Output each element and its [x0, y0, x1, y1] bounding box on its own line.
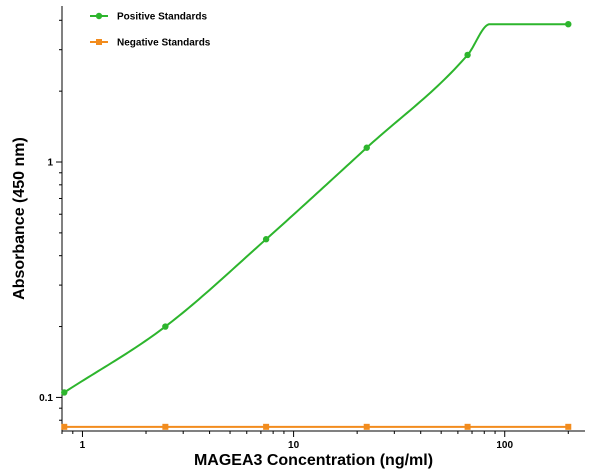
- legend-item-positive: Positive Standards: [90, 12, 207, 23]
- data-point: [262, 236, 270, 243]
- data-point: [162, 423, 169, 430]
- series-line: [62, 23, 569, 395]
- axes: 0.11 1 10 100: [39, 6, 585, 451]
- legend-label-negative: Negative Standards: [117, 38, 211, 49]
- data-point: [464, 51, 471, 59]
- y-axis-title: Absorbance (450 nm): [11, 137, 28, 300]
- legend: Positive Standards Negative Standards: [90, 12, 211, 49]
- y-tick-label: 1: [47, 158, 53, 169]
- series-layer: [61, 20, 572, 430]
- y-minor-ticks: [59, 19, 62, 421]
- y-tick-label: 0.1: [39, 393, 53, 404]
- x-tick-label: 10: [288, 440, 300, 451]
- data-point: [61, 423, 68, 430]
- x-ticks: 1 10 100: [80, 431, 514, 451]
- x-minor-ticks: [61, 431, 569, 434]
- series-negative: [61, 423, 572, 430]
- legend-marker-negative: [96, 39, 102, 45]
- legend-item-negative: Negative Standards: [90, 38, 211, 49]
- legend-label-positive: Positive Standards: [117, 12, 207, 23]
- y-ticks: 0.11: [39, 158, 62, 404]
- x-tick-label: 1: [80, 440, 86, 451]
- data-point: [61, 389, 68, 396]
- data-point: [565, 20, 572, 28]
- x-tick-label: 100: [496, 440, 513, 451]
- data-point: [162, 323, 169, 330]
- legend-marker-positive: [95, 12, 103, 20]
- data-point: [363, 144, 370, 151]
- x-axis-title: MAGEA3 Concentration (ng/ml): [194, 452, 433, 469]
- data-point: [363, 423, 370, 430]
- series-positive: [61, 20, 572, 396]
- data-point: [565, 423, 572, 430]
- data-point: [263, 423, 270, 430]
- data-point: [464, 423, 471, 430]
